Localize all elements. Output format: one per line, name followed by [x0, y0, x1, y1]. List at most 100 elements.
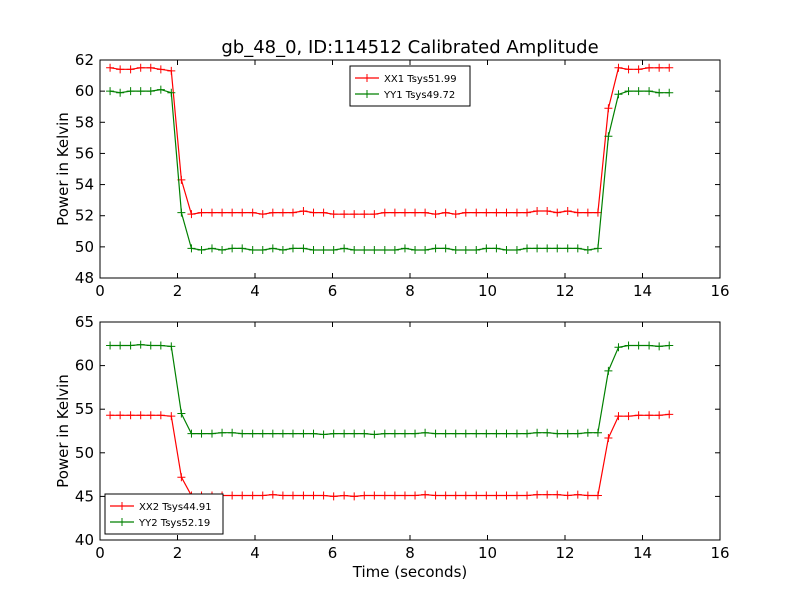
data-point-marker	[655, 63, 664, 72]
data-point-marker	[421, 245, 430, 254]
data-point-marker	[146, 341, 155, 350]
data-point-marker	[593, 208, 602, 217]
data-point-marker	[472, 245, 481, 254]
chart-panel-1: 0 2 4 6 8 10 12 14 16 48 50 52 54 56 58 60 62 Power in Ke…	[54, 51, 730, 300]
data-point-marker	[218, 245, 227, 254]
data-point-marker	[370, 210, 379, 219]
data-point-marker	[136, 87, 145, 96]
data-point-marker	[400, 208, 409, 217]
y-axis-label: Power in Kelvin	[54, 112, 72, 226]
data-point-marker	[624, 87, 633, 96]
data-point-marker	[593, 428, 602, 437]
data-point-marker	[136, 411, 145, 420]
data-point-marker	[593, 491, 602, 500]
legend-entry-label: YY1 Tsys49.72	[383, 90, 455, 101]
data-point-marker	[390, 208, 399, 217]
data-point-marker	[604, 104, 613, 113]
legend: XX2 Tsys44.91 YY2 Tsys52.19	[104, 493, 224, 535]
data-point-marker	[492, 491, 501, 500]
data-point-marker	[126, 411, 135, 420]
data-point-marker	[380, 429, 389, 438]
y-tick-label: 40	[75, 531, 94, 549]
data-point-marker	[136, 63, 145, 72]
data-point-marker	[563, 244, 572, 253]
data-point-marker	[288, 491, 297, 500]
data-point-marker	[299, 429, 308, 438]
data-point-marker	[309, 429, 318, 438]
data-point-marker	[655, 411, 664, 420]
data-point-marker	[156, 65, 165, 74]
legend-swatch-marker	[118, 502, 126, 510]
data-point-marker	[411, 245, 420, 254]
data-point-marker	[278, 245, 287, 254]
data-point-marker	[441, 429, 450, 438]
chart-title: gb_48_0, ID:114512 Calibrated Amplitude	[221, 37, 598, 58]
data-point-marker	[360, 491, 369, 500]
data-point-marker	[146, 87, 155, 96]
data-point-marker	[390, 491, 399, 500]
legend: XX1 Tsys51.99 YY1 Tsys49.72	[349, 65, 471, 107]
data-point-marker	[634, 87, 643, 96]
data-point-marker	[106, 411, 115, 420]
data-point-marker	[299, 207, 308, 216]
data-point-marker	[604, 366, 613, 375]
x-tick-label: 10	[478, 544, 497, 562]
data-point-marker	[583, 428, 592, 437]
data-point-marker	[645, 63, 654, 72]
data-point-marker	[126, 65, 135, 74]
x-tick-label: 0	[95, 282, 105, 300]
data-point-marker	[288, 208, 297, 217]
data-point-marker	[309, 245, 318, 254]
x-tick-label: 4	[250, 544, 260, 562]
data-point-marker	[380, 245, 389, 254]
y-axis-label: Power in Kelvin	[54, 374, 72, 488]
y-tick-label: 52	[75, 207, 94, 225]
y-tick-label: 50	[75, 444, 94, 462]
data-point-marker	[634, 65, 643, 74]
data-point-marker	[665, 63, 674, 72]
data-point-marker	[411, 491, 420, 500]
data-point-marker	[248, 429, 257, 438]
data-point-marker	[258, 491, 267, 500]
data-point-marker	[645, 341, 654, 350]
data-point-marker	[207, 208, 216, 217]
data-point-marker	[472, 429, 481, 438]
data-point-marker	[390, 245, 399, 254]
data-point-marker	[329, 245, 338, 254]
x-tick-label: 14	[633, 282, 652, 300]
data-point-marker	[543, 428, 552, 437]
data-point-marker	[543, 490, 552, 499]
data-point-marker	[197, 208, 206, 217]
data-point-marker	[350, 245, 359, 254]
data-point-marker	[624, 341, 633, 350]
data-point-marker	[553, 429, 562, 438]
data-point-marker	[512, 245, 521, 254]
data-point-marker	[177, 208, 186, 217]
data-point-marker	[573, 208, 582, 217]
data-point-marker	[614, 343, 623, 352]
data-point-marker	[645, 411, 654, 420]
data-point-marker	[614, 90, 623, 99]
x-tick-label: 12	[555, 544, 574, 562]
data-point-marker	[329, 210, 338, 219]
data-point-marker	[461, 429, 470, 438]
data-point-marker	[146, 411, 155, 420]
data-point-marker	[482, 491, 491, 500]
legend-box	[349, 65, 471, 107]
data-point-marker	[258, 429, 267, 438]
y-tick-label: 65	[75, 313, 94, 331]
x-tick-label: 0	[95, 544, 105, 562]
data-point-marker	[421, 428, 430, 437]
data-point-marker	[583, 491, 592, 500]
x-tick-label: 6	[328, 544, 338, 562]
data-point-marker	[604, 132, 613, 141]
data-point-marker	[340, 210, 349, 219]
data-point-marker	[482, 208, 491, 217]
data-point-marker	[461, 491, 470, 500]
data-point-marker	[502, 429, 511, 438]
data-point-marker	[502, 208, 511, 217]
data-point-marker	[116, 411, 125, 420]
data-point-marker	[340, 244, 349, 253]
data-point-marker	[502, 491, 511, 500]
data-point-marker	[431, 244, 440, 253]
